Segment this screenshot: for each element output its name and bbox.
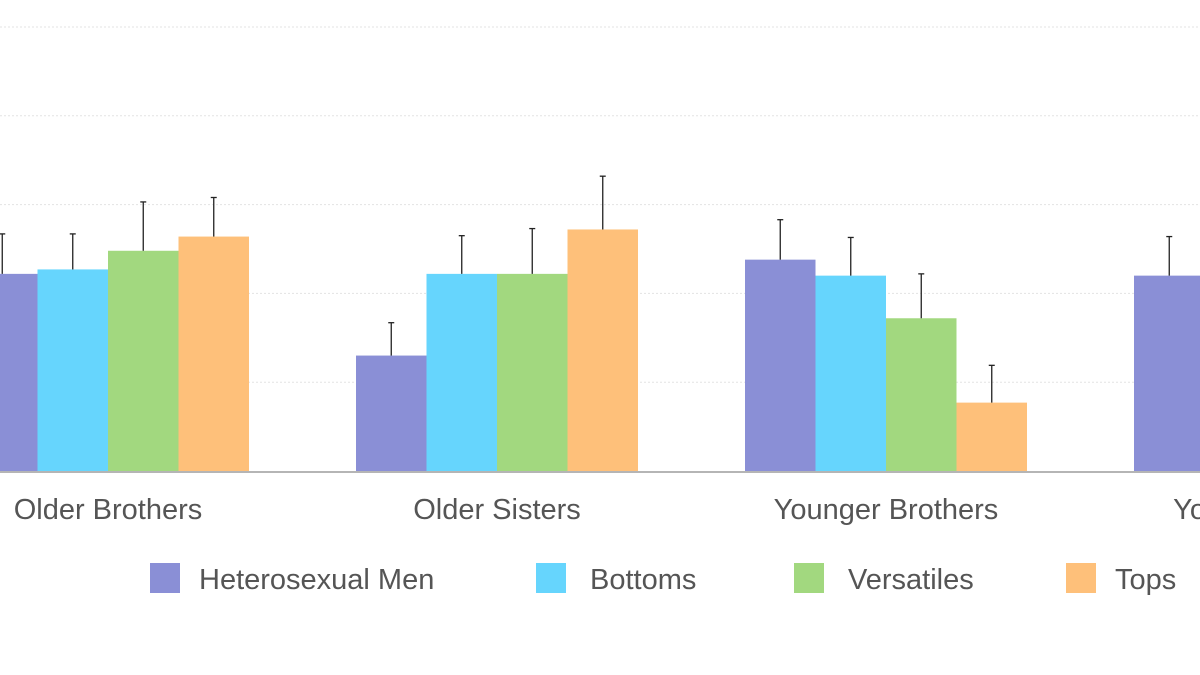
error-bar-older-sisters-versatiles: [529, 227, 536, 274]
error-bar-younger-sisters-heterosexual-men: [1166, 235, 1173, 276]
bar-older-sisters-tops: [567, 229, 638, 471]
category-label-older-sisters: Older Sisters: [413, 494, 581, 526]
error-bar-younger-brothers-heterosexual-men: [777, 219, 784, 260]
bar-younger-sisters-heterosexual-men: [1134, 275, 1200, 471]
bar-younger-brothers-heterosexual-men: [745, 259, 816, 471]
error-bar-older-brothers-bottoms: [69, 233, 76, 270]
legend-label-heterosexual-men: Heterosexual Men: [199, 564, 434, 596]
legend-label-tops: Tops: [1115, 564, 1176, 596]
bar-younger-brothers-bottoms: [815, 275, 886, 471]
bar-older-brothers-bottoms: [37, 269, 108, 471]
error-bar-older-brothers-heterosexual-men: [0, 233, 6, 274]
error-bar-older-brothers-tops: [210, 196, 217, 237]
bar-older-sisters-versatiles: [497, 273, 568, 471]
bar-older-sisters-heterosexual-men: [356, 355, 427, 471]
bar-older-brothers-tops: [178, 236, 249, 471]
category-label-younger-brothers: Younger Brothers: [774, 494, 999, 526]
error-bar-younger-brothers-tops: [988, 364, 995, 403]
bar-older-brothers-versatiles: [108, 250, 179, 471]
legend-swatch-versatiles: [794, 563, 824, 593]
legend-swatch-heterosexual-men: [150, 563, 180, 593]
error-bars-layer: [0, 175, 1173, 403]
error-bar-older-sisters-heterosexual-men: [388, 322, 395, 356]
bars-layer: [0, 229, 1200, 471]
error-bar-younger-brothers-bottoms: [847, 236, 854, 276]
error-bar-older-sisters-tops: [599, 175, 606, 230]
legend-swatch-bottoms: [536, 563, 566, 593]
legend: Heterosexual Men Bottoms Versatiles Tops: [150, 563, 1176, 596]
error-bar-older-sisters-bottoms: [458, 235, 465, 274]
bar-younger-brothers-versatiles: [886, 318, 957, 471]
bar-older-sisters-bottoms: [426, 273, 497, 471]
error-bar-older-brothers-versatiles: [140, 201, 147, 251]
bar-younger-brothers-tops: [956, 402, 1027, 471]
category-label-older-brothers: Older Brothers: [14, 494, 203, 526]
legend-label-versatiles: Versatiles: [848, 564, 974, 596]
category-label-younger-sisters: Younger Sisters: [1173, 494, 1200, 526]
category-labels: Older Brothers Older Sisters Younger Bro…: [14, 494, 1200, 526]
error-bar-younger-brothers-versatiles: [918, 273, 925, 319]
legend-label-bottoms: Bottoms: [590, 564, 696, 596]
legend-swatch-tops: [1066, 563, 1096, 593]
bar-older-brothers-heterosexual-men: [0, 273, 38, 471]
